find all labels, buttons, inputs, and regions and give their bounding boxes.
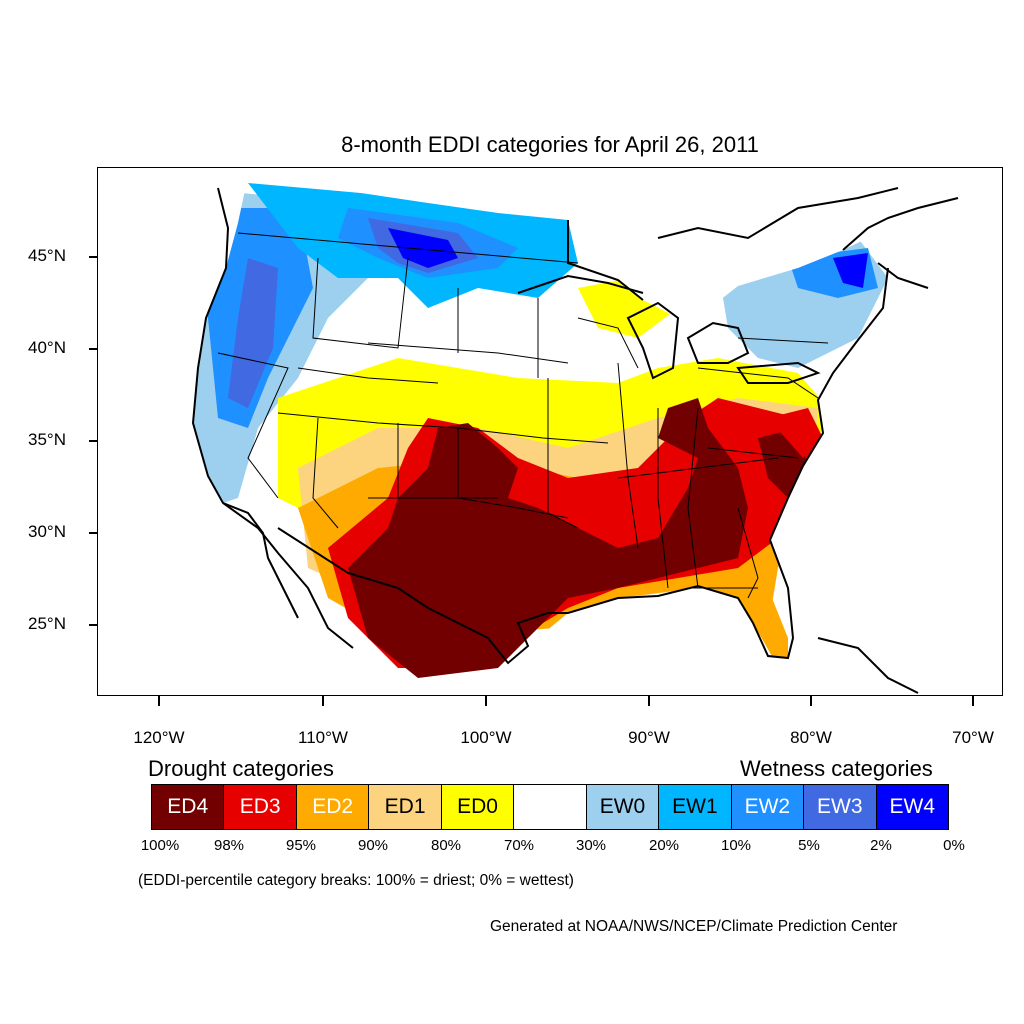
map-panel bbox=[97, 167, 1003, 696]
legend-break-label: 20% bbox=[648, 837, 680, 854]
y-tick-label: 40°N bbox=[28, 338, 66, 357]
legend-break-label: 90% bbox=[357, 837, 389, 854]
x-tick-label: 80°W bbox=[790, 728, 832, 747]
x-tick bbox=[810, 696, 812, 706]
wetness-categories-title: Wetness categories bbox=[740, 756, 933, 781]
credit-line: Generated at NOAA/NWS/NCEP/Climate Predi… bbox=[490, 918, 898, 935]
x-tick bbox=[972, 696, 974, 706]
legend-cell: EW1 bbox=[659, 785, 732, 829]
coastlines bbox=[191, 187, 959, 694]
x-tick bbox=[158, 696, 160, 706]
legend-break-label: 98% bbox=[213, 837, 245, 854]
category-breaks-note: (EDDI-percentile category breaks: 100% =… bbox=[138, 872, 574, 889]
y-tick-label: 35°N bbox=[28, 430, 66, 449]
legend-cell: EW4 bbox=[876, 785, 948, 829]
x-tick-label: 110°W bbox=[298, 728, 348, 747]
x-tick-label: 70°W bbox=[952, 728, 994, 747]
legend-break-label: 70% bbox=[503, 837, 535, 854]
legend-cell: EW3 bbox=[804, 785, 877, 829]
map-title: 8-month EDDI categories for April 26, 20… bbox=[341, 132, 759, 157]
state-outlines bbox=[217, 232, 829, 599]
legend-break-label: 80% bbox=[430, 837, 462, 854]
legend-break-label: 30% bbox=[575, 837, 607, 854]
y-tick-label: 45°N bbox=[28, 246, 66, 265]
legend-cell: ED2 bbox=[296, 785, 370, 829]
legend-cell: EW0 bbox=[586, 785, 660, 829]
legend-cell: ED0 bbox=[441, 785, 515, 829]
legend-cell: ED1 bbox=[369, 785, 442, 829]
y-tick bbox=[89, 348, 97, 350]
x-tick bbox=[485, 696, 487, 706]
legend-cell: EW2 bbox=[731, 785, 805, 829]
x-tick-label: 90°W bbox=[628, 728, 670, 747]
x-tick-label: 100°W bbox=[460, 728, 512, 747]
y-tick bbox=[89, 624, 97, 626]
y-tick bbox=[89, 532, 97, 534]
y-tick bbox=[89, 256, 97, 258]
legend-color-bar: ED4 ED3 ED2 ED1 ED0 EW0 EW1 EW2 EW3 EW4 bbox=[151, 784, 949, 830]
legend-cell bbox=[514, 785, 587, 829]
eddi-fill bbox=[193, 176, 888, 693]
y-tick bbox=[89, 440, 97, 442]
legend-break-label: 100% bbox=[140, 837, 180, 854]
legend-break-label: 2% bbox=[870, 837, 892, 854]
x-tick-label: 120°W bbox=[133, 728, 185, 747]
legend-break-label: 5% bbox=[798, 837, 820, 854]
y-tick-label: 30°N bbox=[28, 522, 66, 541]
y-tick-label: 25°N bbox=[28, 614, 66, 633]
x-tick bbox=[322, 696, 324, 706]
legend-break-label: 0% bbox=[943, 837, 965, 854]
legend-cell: ED4 bbox=[152, 785, 225, 829]
legend-cell: ED3 bbox=[224, 785, 297, 829]
x-tick bbox=[648, 696, 650, 706]
drought-categories-title: Drought categories bbox=[148, 756, 334, 781]
legend-break-label: 10% bbox=[720, 837, 752, 854]
eddi-map bbox=[191, 176, 959, 694]
legend-break-label: 95% bbox=[285, 837, 317, 854]
